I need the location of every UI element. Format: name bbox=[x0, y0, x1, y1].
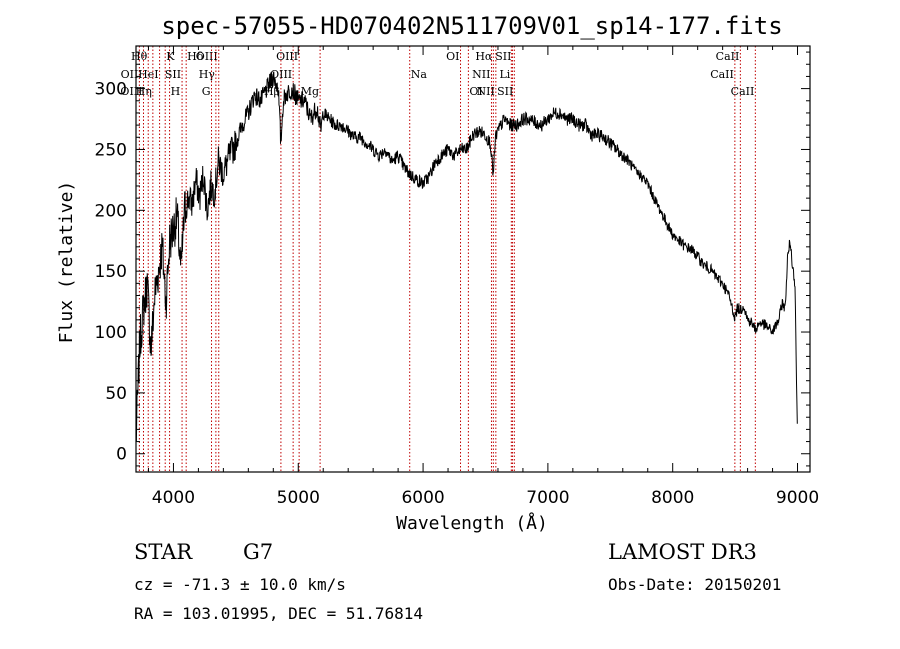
spectral-subclass: G7 bbox=[243, 540, 274, 564]
y-axis-label: Flux (relative) bbox=[56, 181, 77, 344]
spectral-line-label: SII bbox=[495, 50, 511, 63]
chart-title: spec-57055-HD070402N511709V01_sp14-177.f… bbox=[161, 12, 782, 40]
x-tick-label: 7000 bbox=[526, 488, 569, 508]
spectral-line-label: SII bbox=[165, 68, 181, 81]
survey-name: LAMOST DR3 bbox=[608, 540, 757, 564]
flux-line bbox=[135, 71, 798, 442]
coordinates: RA = 103.01995, DEC = 51.76814 bbox=[134, 604, 423, 623]
spectral-line-label: Hα bbox=[475, 50, 493, 63]
spectral-line-label: OIII bbox=[276, 50, 298, 63]
spectral-line-label: CaII bbox=[716, 50, 740, 63]
y-tick-label: 200 bbox=[95, 201, 127, 221]
spectral-line-label: OI bbox=[446, 50, 459, 63]
y-tick-label: 150 bbox=[95, 262, 127, 282]
plot-frame bbox=[135, 45, 811, 473]
x-tick-label: 6000 bbox=[401, 488, 444, 508]
spectral-line-label: NII bbox=[477, 85, 495, 98]
radial-velocity: cz = -71.3 ± 10.0 km/s bbox=[134, 575, 346, 594]
spectral-line-label: OII bbox=[121, 68, 139, 81]
x-tick-label: 9000 bbox=[776, 488, 819, 508]
spectral-line-label: Hγ bbox=[199, 68, 216, 81]
x-tick-label: 4000 bbox=[152, 488, 195, 508]
y-tick-label: 100 bbox=[95, 323, 127, 343]
spectral-line-label: HeI bbox=[138, 68, 158, 81]
y-tick-label: 0 bbox=[116, 445, 127, 465]
spectral-line-label: Hη bbox=[136, 85, 152, 98]
x-tick-label: 8000 bbox=[651, 488, 694, 508]
spectral-line-label: CaII bbox=[710, 68, 734, 81]
x-axis-label: Wavelength (Å) bbox=[396, 512, 548, 534]
spectral-line-label: H bbox=[171, 85, 181, 98]
observation-date: Obs-Date: 20150201 bbox=[608, 575, 782, 594]
y-tick-label: 300 bbox=[95, 80, 127, 100]
x-tick-label: 5000 bbox=[277, 488, 320, 508]
spectral-line-label: Mg bbox=[301, 85, 319, 98]
spectral-line-label: OIII bbox=[270, 68, 292, 81]
flux-series bbox=[135, 71, 798, 442]
spectral-line-label: G bbox=[202, 85, 211, 98]
spectral-line-label: SII bbox=[497, 85, 513, 98]
object-class: STAR bbox=[134, 540, 193, 564]
spectral-line-label: OI bbox=[469, 85, 482, 98]
spectral-line-label: CaII bbox=[731, 85, 755, 98]
spectral-line-label: K bbox=[166, 50, 175, 63]
spectral-line-label: Li bbox=[499, 68, 510, 81]
y-tick-label: 250 bbox=[95, 140, 127, 160]
spectral-line-label: NII bbox=[472, 68, 490, 81]
y-tick-label: 50 bbox=[105, 384, 127, 404]
spectral-line-label: OIII bbox=[196, 50, 218, 63]
spectral-line-label: Na bbox=[411, 68, 428, 81]
axes: 4000 5000 6000 7000 8000 9000 0 50 100 150 200 250 3… bbox=[95, 46, 819, 508]
spectral-line-label: Hδ bbox=[187, 50, 204, 63]
